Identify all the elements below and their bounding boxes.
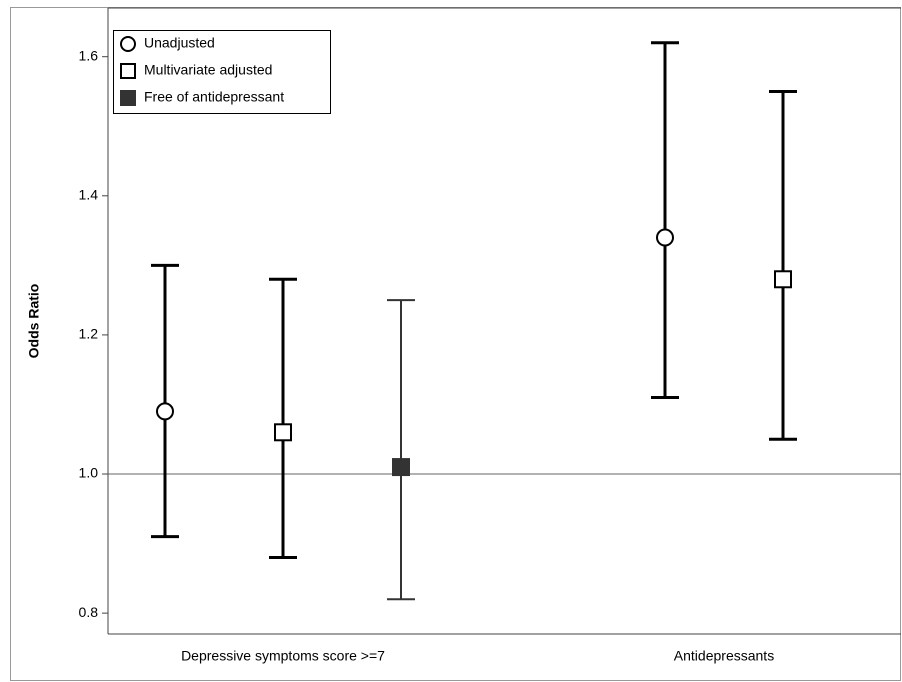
y-tick-label: 1.6 — [79, 47, 99, 63]
point — [274, 423, 292, 442]
legend-label: Free of antidepressant — [144, 89, 284, 105]
y-tick-label: 1.4 — [79, 187, 99, 203]
point — [656, 228, 674, 247]
x-tick-label: Antidepressants — [674, 648, 774, 664]
point — [120, 36, 136, 52]
point — [120, 63, 136, 79]
point — [156, 402, 174, 421]
point — [774, 270, 792, 289]
y-tick-label: 1.2 — [79, 326, 99, 342]
x-tick-label: Depressive symptoms score >=7 — [181, 648, 385, 664]
legend-label: Multivariate adjusted — [144, 62, 272, 78]
y-tick-label: 0.8 — [79, 604, 99, 620]
point — [120, 90, 136, 106]
y-tick-label: 1.0 — [79, 465, 99, 481]
point — [392, 458, 410, 477]
y-axis-title: Odds Ratio — [26, 284, 42, 359]
legend-label: Unadjusted — [144, 35, 215, 51]
legend-box — [113, 30, 331, 114]
